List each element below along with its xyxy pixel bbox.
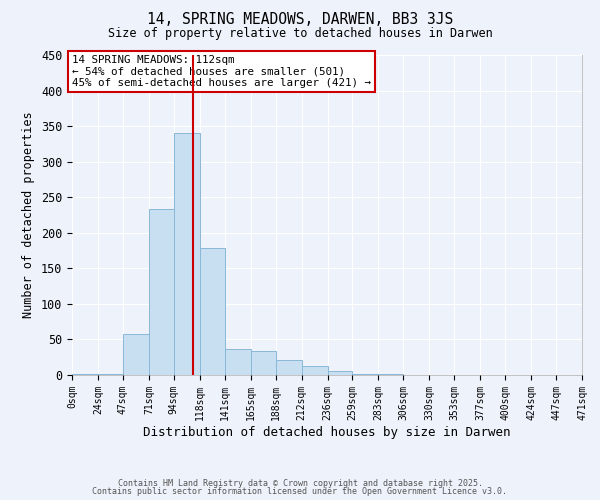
Bar <box>174 133 200 375</box>
Bar <box>200 248 224 375</box>
Bar <box>352 374 379 375</box>
Bar <box>123 334 149 375</box>
Bar <box>98 374 123 375</box>
Bar <box>224 348 251 375</box>
Bar <box>302 366 328 375</box>
Text: Size of property relative to detached houses in Darwen: Size of property relative to detached ho… <box>107 28 493 40</box>
Y-axis label: Number of detached properties: Number of detached properties <box>22 112 35 318</box>
X-axis label: Distribution of detached houses by size in Darwen: Distribution of detached houses by size … <box>143 426 511 438</box>
Bar <box>328 372 352 375</box>
Text: Contains public sector information licensed under the Open Government Licence v3: Contains public sector information licen… <box>92 487 508 496</box>
Text: 14, SPRING MEADOWS, DARWEN, BB3 3JS: 14, SPRING MEADOWS, DARWEN, BB3 3JS <box>147 12 453 28</box>
Text: Contains HM Land Registry data © Crown copyright and database right 2025.: Contains HM Land Registry data © Crown c… <box>118 478 482 488</box>
Bar <box>72 374 98 375</box>
Bar <box>149 208 174 375</box>
Bar <box>251 351 275 375</box>
Bar <box>379 374 403 375</box>
Bar <box>275 360 302 375</box>
Text: 14 SPRING MEADOWS: 112sqm
← 54% of detached houses are smaller (501)
45% of semi: 14 SPRING MEADOWS: 112sqm ← 54% of detac… <box>72 55 371 88</box>
